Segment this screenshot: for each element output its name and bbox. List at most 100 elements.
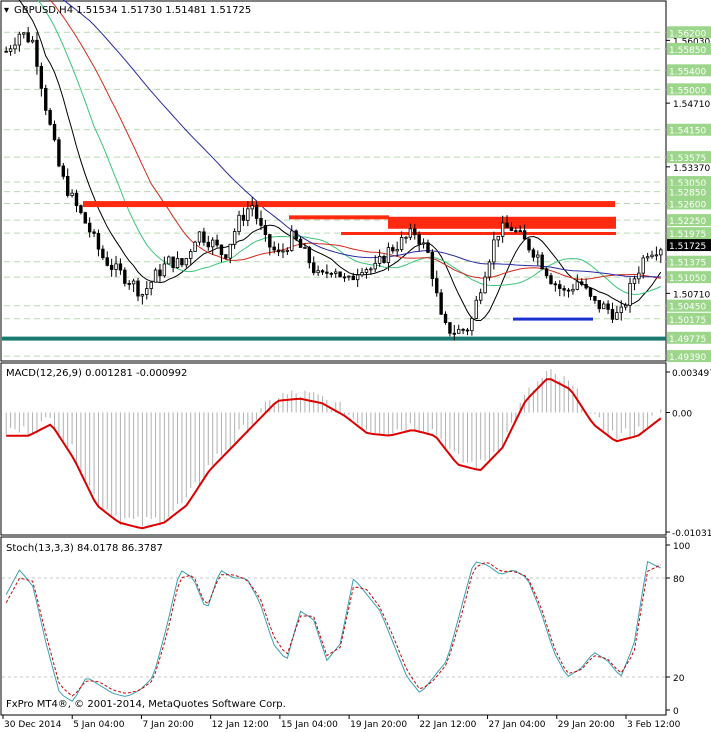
candle-body — [654, 254, 659, 257]
candle-body — [35, 39, 39, 67]
candle-body — [4, 50, 8, 53]
price-tick-label: 1.56200 — [669, 29, 706, 39]
candle-body — [562, 288, 566, 291]
candle-body — [527, 238, 531, 251]
candle-body — [628, 283, 632, 306]
candle-body — [404, 236, 408, 239]
candle-body — [70, 192, 74, 196]
time-tick-label: 5 Jan 04:00 — [73, 720, 125, 730]
candle-body — [553, 283, 558, 286]
candle-body — [659, 249, 663, 256]
candle-body — [373, 262, 377, 270]
candle-body — [224, 254, 228, 259]
chart-title: GBPUSD,H4 1.51534 1.51730 1.51481 1.5172… — [14, 5, 251, 16]
candle-body — [92, 231, 96, 234]
time-tick-label: 22 Jan 12:00 — [419, 720, 476, 730]
stoch-tick-label: 100 — [673, 542, 690, 552]
candle-body — [294, 230, 298, 240]
candle-body — [254, 205, 259, 219]
candle-body — [184, 258, 189, 266]
price-level-box — [667, 214, 711, 227]
candle-body — [96, 232, 101, 250]
candle-body — [623, 304, 628, 308]
price-tick-label: 1.56030 — [673, 37, 710, 47]
candle-body — [641, 257, 645, 274]
candle-body — [364, 269, 369, 273]
time-axis: 30 Dec 2014 5 Jan 04:00 7 Jan 20:00 12 Jan … — [2, 715, 681, 730]
candle-body — [105, 257, 109, 266]
price-level-box — [667, 83, 711, 96]
price-level-box — [667, 64, 711, 77]
candle-body — [487, 261, 492, 278]
candle-body — [316, 270, 320, 274]
stoch-tick-label: 0 — [673, 707, 679, 717]
candle-body — [101, 248, 105, 259]
price-level-box — [667, 331, 711, 344]
candle-body — [496, 235, 500, 241]
price-panel-frame — [0, 0, 667, 362]
candle-body — [492, 239, 496, 263]
candle-body — [48, 109, 52, 125]
support-line-teal — [2, 336, 666, 341]
candle-body — [232, 231, 237, 245]
candle-body — [228, 243, 232, 259]
ma-fast-line — [18, 0, 662, 321]
candle-body — [268, 234, 272, 248]
candle-body — [610, 308, 615, 320]
candle-body — [329, 272, 334, 275]
candle-body — [8, 48, 13, 52]
dropdown-triangle-icon[interactable]: ▾ — [4, 5, 9, 16]
time-tick-label: 30 Dec 2014 — [4, 720, 62, 730]
candle-body — [338, 271, 342, 278]
candle-body — [241, 214, 246, 221]
candle-body — [558, 284, 562, 289]
candle-body — [386, 247, 391, 263]
price-tick-label: 1.53370 — [673, 164, 710, 174]
candle-body — [536, 254, 540, 258]
candle-body — [303, 247, 307, 249]
price-level-box — [667, 227, 711, 240]
candle-body — [584, 283, 588, 289]
price-level-box — [667, 299, 711, 312]
stoch-panel-frame — [0, 536, 667, 716]
price-level-box — [667, 185, 711, 198]
copyright-text: FxPro MT4®, © 2001-2014, MetaQuotes Soft… — [6, 699, 286, 710]
candle-body — [395, 249, 399, 252]
candle-body — [57, 139, 61, 167]
candle-body — [158, 269, 162, 277]
support-line-blue — [513, 317, 593, 321]
candle-body — [140, 294, 145, 297]
macd-indicator — [5, 369, 662, 530]
candle-body — [478, 292, 483, 301]
time-tick-label: 19 Jan 20:00 — [350, 720, 407, 730]
candle-body — [351, 275, 355, 281]
candle-body — [342, 276, 347, 279]
stoch-tick-label: 80 — [673, 575, 685, 585]
candle-body — [461, 328, 465, 331]
candle-body — [619, 306, 623, 314]
candle-body — [417, 234, 421, 245]
candle-body — [312, 262, 316, 274]
candle-body — [413, 228, 417, 236]
price-tick-label: 1.54150 — [669, 127, 706, 137]
macd-tick-label: 0.003497 — [672, 369, 711, 379]
price-level-box — [667, 350, 711, 363]
candle-body — [540, 254, 544, 270]
candle-body — [452, 332, 457, 335]
candle-body — [549, 275, 553, 285]
candle-body — [259, 218, 263, 226]
candle-body — [355, 274, 360, 281]
candle-body — [162, 263, 167, 277]
price-tick-label: 1.55000 — [669, 86, 706, 96]
candle-body — [571, 288, 575, 292]
price-level-box — [667, 197, 711, 210]
candle-body — [22, 32, 26, 35]
price-tick-label: 1.55400 — [669, 67, 706, 77]
candle-body — [13, 44, 17, 50]
candle-body — [360, 272, 364, 276]
candle-body — [193, 241, 197, 252]
macd-tick-label: 0.00 — [672, 410, 692, 420]
candle-body — [167, 256, 171, 265]
candle-body — [298, 238, 303, 248]
candle-body — [430, 252, 435, 279]
